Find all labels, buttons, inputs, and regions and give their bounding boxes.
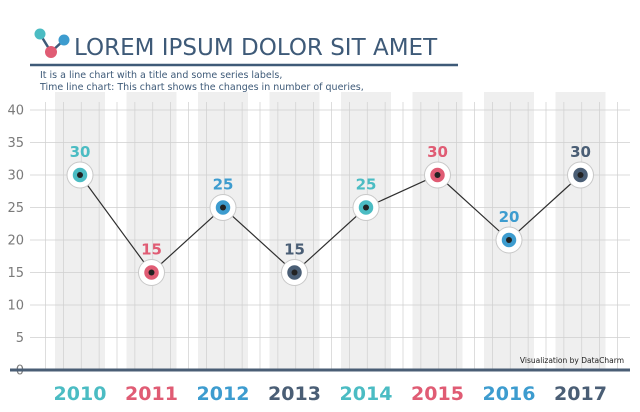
column-band <box>269 92 320 370</box>
subtitle-line-2: Time line chart: This chart shows the ch… <box>39 82 364 93</box>
data-label: 30 <box>570 143 591 161</box>
data-point-center <box>148 269 155 276</box>
column-band <box>555 92 606 370</box>
y-tick-label: 35 <box>7 136 24 151</box>
data-point-center <box>506 237 512 243</box>
data-point <box>66 161 94 189</box>
data-point <box>495 226 523 254</box>
data-point-center <box>220 204 226 211</box>
data-point <box>567 161 594 189</box>
data-label: 30 <box>427 143 448 161</box>
data-label: 30 <box>70 143 91 161</box>
y-tick-label: 10 <box>7 299 24 314</box>
y-tick-label: 15 <box>7 266 24 281</box>
credit-text: Visualization by DataCharm <box>520 356 624 365</box>
y-tick-label: 5 <box>16 331 24 346</box>
data-point-center <box>77 172 83 178</box>
data-point-center <box>291 269 298 276</box>
data-point-center <box>434 172 441 178</box>
x-tick-label: 2016 <box>483 383 536 405</box>
x-tick-label: 2014 <box>340 383 393 405</box>
molecule-logo-icon <box>34 28 70 58</box>
y-tick-label: 25 <box>7 201 24 216</box>
x-tick-label: 2013 <box>268 383 321 405</box>
data-point <box>352 194 380 221</box>
chart-title: LOREM IPSUM DOLOR SIT AMET <box>74 35 438 61</box>
x-tick-label: 2012 <box>197 383 250 405</box>
y-tick-label: 30 <box>7 169 24 184</box>
data-point <box>281 259 308 286</box>
data-point <box>424 161 451 189</box>
x-tick-label: 2011 <box>125 383 178 405</box>
data-label: 15 <box>141 241 162 259</box>
x-tick-label: 2015 <box>411 383 464 405</box>
data-point <box>209 194 237 221</box>
data-label: 15 <box>284 241 305 259</box>
data-label: 25 <box>356 176 377 194</box>
column-band <box>55 92 105 370</box>
data-point-center <box>363 204 369 211</box>
column-band <box>126 92 177 370</box>
y-tick-label: 40 <box>7 104 24 119</box>
column-band <box>341 92 391 370</box>
data-label: 20 <box>499 208 520 226</box>
series-line <box>79 174 581 274</box>
subtitle-line-1: It is a line chart with a title and some… <box>40 70 282 81</box>
data-label: 25 <box>213 176 234 194</box>
column-band <box>412 92 463 370</box>
y-tick-label: 20 <box>7 234 24 249</box>
column-band <box>198 92 248 370</box>
data-point-center <box>577 172 584 178</box>
data-point <box>138 259 165 286</box>
x-tick-label: 2010 <box>54 383 107 405</box>
x-tick-label: 2017 <box>554 383 607 405</box>
